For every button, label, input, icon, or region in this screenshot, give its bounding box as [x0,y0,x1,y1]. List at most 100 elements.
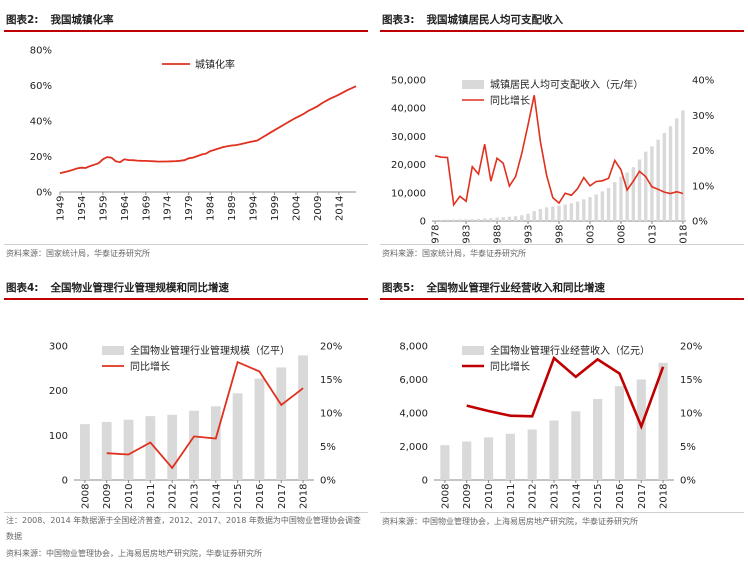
y-tick-label: 20% [30,152,52,163]
bar [582,199,586,221]
y-left-tick-label: 8,000 [399,342,428,353]
y-right-tick-label: 5% [680,442,696,453]
y-right-tick-label: 20% [692,146,714,157]
bar [675,118,679,221]
bar [644,151,648,221]
x-tick-label: 2009 [462,484,473,509]
y-left-tick-label: 4,000 [399,409,428,420]
y-left-tick-label: 0 [422,476,428,487]
legend-bar-label: 城镇居民人均可支配收入（元/年） [490,78,643,91]
x-tick-label: 1959 [98,196,109,221]
panel-header: 图表4: 全国物业管理行业管理规模和同比增速 [4,278,368,300]
x-tick-label: 2015 [233,484,244,509]
y-right-tick-label: 10% [692,181,714,192]
legend-bar-marker [462,80,484,89]
bar [594,194,598,221]
legend-bar-label: 全国物业管理行业经营收入（亿元） [490,344,650,357]
y-tick-label: 80% [30,46,52,57]
line-series-yoy [106,360,304,470]
y-left-tick-label: 30,000 [391,132,426,143]
x-tick-label: 2009 [102,484,113,509]
bar [650,146,654,221]
panel-management-scale: 图表4: 全国物业管理行业管理规模和同比增速 0 100 200 300 0% 5% 10% 1… [4,278,368,563]
x-tick-label: 2014 [571,484,582,509]
y-right-tick-label: 30% [692,111,714,122]
bar [145,416,156,480]
chart-title: 全国物业管理行业经营收入和同比增速 [426,282,606,294]
figure-number: 图表5: [382,282,415,294]
bar [588,197,592,221]
x-tick-label: 2018 [678,225,689,244]
y-right-tick-label: 10% [320,409,342,420]
y-left-tick-label: 40,000 [391,104,426,115]
bar [658,362,668,480]
bar [462,441,472,480]
x-tick-label: 1954 [77,196,88,221]
bar [636,379,646,480]
bar [532,211,536,221]
bar [439,219,443,221]
y-left-tick-label: 0 [420,217,426,228]
y-right-tick-label: 0% [320,476,336,487]
bar [451,219,456,221]
x-tick-label: 1984 [206,196,217,221]
bar [526,213,530,221]
source-note: 资料来源：中国物业管理协会，上海易居房地产研究院，华泰证券研究所 [382,517,638,526]
x-tick-label: 1969 [141,196,152,221]
bar [527,429,537,480]
y-left-tick-label: 6,000 [399,375,428,386]
bar [464,219,468,221]
chart-management-scale: 0 100 200 300 0% 5% 10% 15% 20% 2008 2009 2010 2011 2… [49,342,342,510]
bar [681,110,685,221]
x-tick-label: 2012 [168,484,179,509]
bar [189,410,199,480]
bar [625,172,629,221]
legend-line-label: 同比增长 [130,360,170,373]
bar [507,216,512,221]
line-series-urbanization [59,85,357,175]
x-tick-label: 2010 [484,484,495,509]
y-right-tick-label: 40% [692,76,714,87]
x-tick-label: 2003 [585,225,596,244]
bar [668,126,673,221]
bar [483,437,494,480]
y-left-tick-label: 0 [62,476,68,487]
bar [614,386,625,480]
bar [123,419,134,480]
line-series-yoy [434,95,684,207]
bar [613,182,617,221]
bar [433,220,437,221]
bar [557,205,561,221]
bar [298,355,308,480]
y-right-tick-label: 0% [680,476,696,487]
x-tick-label: 2011 [506,484,517,509]
bar [458,219,462,221]
bar [563,204,567,221]
bar [476,218,481,221]
legend-label: 城镇化率 [195,58,235,71]
y-left-tick-label: 20,000 [391,160,426,171]
bar [571,411,581,480]
chart-title: 全国物业管理行业管理规模和同比增速 [50,282,230,294]
bar [101,421,112,480]
panel-header: 图表5: 全国物业管理行业经营收入和同比增速 [380,278,744,300]
x-tick-label: 2018 [299,484,310,509]
chart-title: 我国城镇化率 [50,14,114,26]
data-note: 注：2008、2014 年数据源于全国经济普查，2012、2017、2018 年… [6,516,361,541]
bar [513,216,518,221]
figure-number: 图表2: [6,14,39,26]
bar [637,159,642,221]
x-tick-label: 2009 [313,196,324,221]
bar [210,406,221,480]
x-tick-label: 2014 [334,196,345,221]
y-left-tick-label: 100 [49,431,68,442]
bar [232,393,243,480]
y-left-tick-label: 300 [49,342,68,353]
y-right-tick-label: 15% [320,375,342,386]
y-left-tick-label: 10,000 [391,188,426,199]
chart-income: 0 10,000 20,000 30,000 40,000 50,000 0% 10% 20% 3… [391,76,714,245]
legend-bar-marker [102,346,124,355]
x-tick-label: 2008 [440,484,451,509]
bar [470,219,474,221]
x-tick-label: 1993 [524,225,535,244]
